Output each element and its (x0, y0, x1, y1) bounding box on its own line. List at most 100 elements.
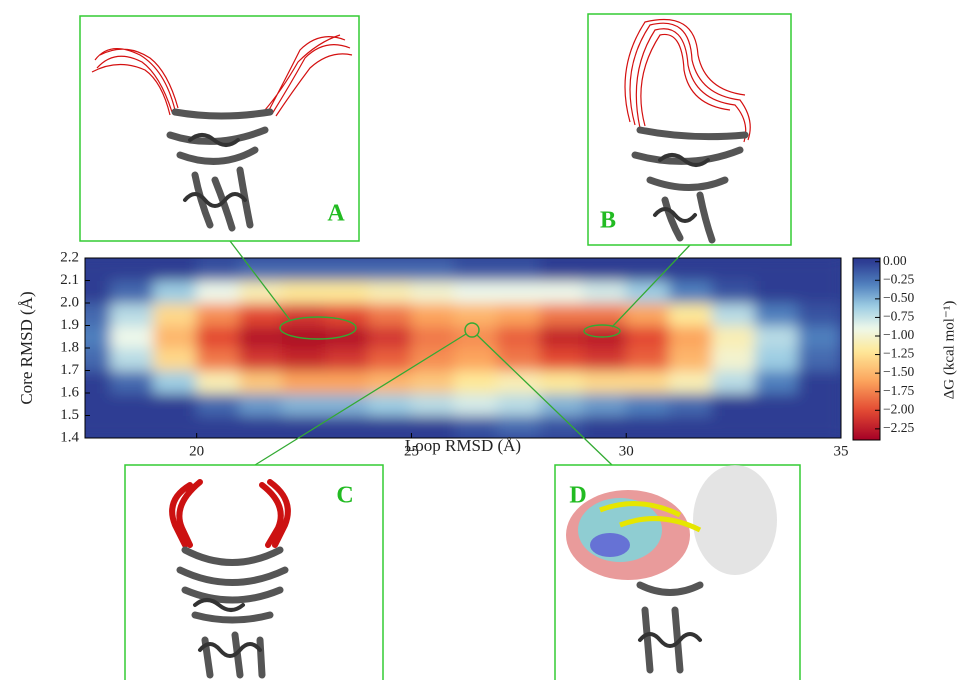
heatmap-cell (540, 280, 584, 304)
heatmap-cell (368, 325, 412, 349)
heatmap-cell (368, 348, 412, 372)
heatmap-cell (196, 348, 240, 372)
y-tick-label: 2.0 (60, 294, 79, 310)
heatmap-cell (325, 393, 369, 417)
heatmap-cell (454, 280, 498, 304)
heatmap-cell (110, 393, 154, 417)
heatmap-cell (325, 370, 369, 394)
heatmap-cell (196, 415, 240, 439)
panel-box (588, 14, 791, 245)
heatmap-cell (110, 348, 154, 372)
heatmap-cell (368, 258, 412, 282)
heatmap-area (67, 258, 841, 439)
heatmap-cell (626, 258, 670, 282)
heatmap-cell (540, 393, 584, 417)
heatmap-cell (669, 393, 713, 417)
heatmap-cell (411, 393, 455, 417)
heatmap-cell (540, 415, 584, 439)
heatmap-cell (196, 303, 240, 327)
heatmap-cell (411, 303, 455, 327)
heatmap-cell (755, 303, 799, 327)
x-tick-label: 20 (189, 443, 204, 459)
heatmap-cell (669, 303, 713, 327)
heatmap-cell (540, 325, 584, 349)
colorbar-tick-label: −1.00 (883, 327, 914, 342)
heatmap-cell (282, 303, 326, 327)
heatmap-cell (325, 325, 369, 349)
y-tick-label: 1.5 (60, 407, 79, 423)
heatmap-cell (153, 393, 197, 417)
heatmap-cell (110, 325, 154, 349)
heatmap-cell (540, 348, 584, 372)
heatmap-cell (583, 303, 627, 327)
heatmap-cell (282, 393, 326, 417)
heatmap-cell (325, 303, 369, 327)
heatmap-cell (196, 370, 240, 394)
y-tick-label: 1.8 (60, 339, 79, 355)
y-tick-label: 2.1 (60, 272, 79, 288)
heatmap-cell (239, 303, 283, 327)
heatmap-cell (153, 258, 197, 282)
heatmap-cell (583, 415, 627, 439)
heatmap-cell (712, 258, 756, 282)
heatmap-cell (497, 325, 541, 349)
heatmap-cell (669, 348, 713, 372)
heatmap-cell (626, 393, 670, 417)
heatmap-cell (497, 393, 541, 417)
heatmap-cell (497, 280, 541, 304)
heatmap-cell (712, 280, 756, 304)
heatmap-cell (454, 393, 498, 417)
heatmap-cell (798, 303, 842, 327)
heatmap-cell (626, 348, 670, 372)
heatmap-cell (583, 258, 627, 282)
heatmap-cell (110, 280, 154, 304)
heatmap-cell (196, 393, 240, 417)
heatmap-cells (67, 258, 841, 439)
heatmap-cell (153, 370, 197, 394)
heatmap-cell (540, 370, 584, 394)
heatmap-cell (153, 303, 197, 327)
heatmap-cell (282, 348, 326, 372)
panel-b: B (588, 14, 791, 245)
heatmap-cell (282, 280, 326, 304)
x-tick-label: 35 (834, 443, 849, 459)
heatmap-cell (110, 303, 154, 327)
y-tick-label: 1.4 (60, 429, 79, 445)
panel-label: A (327, 201, 345, 227)
heatmap-cell (411, 370, 455, 394)
heatmap-cell (239, 370, 283, 394)
heatmap-cell (454, 258, 498, 282)
heatmap-cell (325, 415, 369, 439)
panel-label: B (600, 208, 616, 234)
colorbar (853, 258, 880, 440)
heatmap-cell (798, 393, 842, 417)
heatmap-cell (626, 370, 670, 394)
colorbar-label: ΔG (kcal mol⁻¹) (941, 301, 957, 400)
heatmap-cell (325, 348, 369, 372)
heatmap-cell (239, 393, 283, 417)
heatmap-cell (626, 280, 670, 304)
heatmap-cell (497, 348, 541, 372)
heatmap-cell (239, 280, 283, 304)
panel-label: D (569, 483, 586, 509)
heatmap-cell (755, 370, 799, 394)
heatmap-cell (153, 415, 197, 439)
heatmap-cell (669, 370, 713, 394)
panel-c: C (125, 465, 383, 680)
heatmap-cell (411, 280, 455, 304)
panel-a: A (80, 16, 359, 241)
heatmap-cell (798, 415, 842, 439)
x-tick-label: 25 (404, 443, 419, 459)
heatmap-cell (411, 348, 455, 372)
heatmap-cell (196, 325, 240, 349)
heatmap-cell (196, 258, 240, 282)
colorbar-tick-label: −0.75 (883, 309, 914, 324)
heatmap-cell (583, 393, 627, 417)
y-tick-label: 1.6 (60, 384, 79, 400)
heatmap-cell (196, 280, 240, 304)
heatmap-cell (282, 325, 326, 349)
heatmap-cell (110, 258, 154, 282)
heatmap-cell (798, 258, 842, 282)
heatmap-cell (712, 325, 756, 349)
heatmap-cell (239, 415, 283, 439)
